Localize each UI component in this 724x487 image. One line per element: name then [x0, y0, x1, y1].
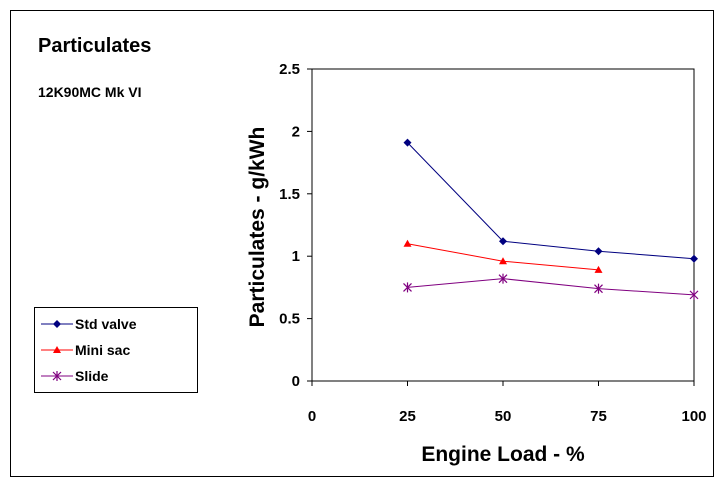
data-point-std-valve	[690, 254, 698, 263]
y-tick-label: 0	[292, 373, 300, 390]
y-tick-label: 2	[292, 123, 300, 140]
data-point-slide	[594, 283, 603, 294]
y-tick-label: 1	[292, 248, 300, 265]
chart-subtitle: 12K90MC Mk VI	[38, 84, 142, 100]
data-point-mini-sac	[403, 239, 412, 247]
data-point-slide	[498, 273, 508, 284]
x-tick-label: 100	[681, 408, 706, 425]
data-point-std-valve	[499, 237, 507, 246]
legend: Std valve Mini sac Slide	[34, 307, 198, 393]
chart-title: Particulates	[38, 35, 152, 57]
plot-border	[311, 68, 695, 382]
data-point-mini-sac	[594, 265, 603, 273]
legend-label-slide: Slide	[75, 368, 109, 384]
series-line-mini-sac	[407, 243, 599, 271]
series-line-slide	[407, 278, 695, 296]
data-point-std-valve	[403, 138, 412, 147]
legend-marker-std-valve	[41, 320, 73, 328]
legend-item-std-valve: Std valve	[35, 314, 195, 334]
data-point-mini-sac	[499, 257, 507, 265]
x-tick-label: 25	[399, 408, 416, 425]
y-tick-label: 0.5	[279, 311, 300, 328]
x-axis-label: Engine Load - %	[421, 443, 585, 466]
legend-marker-mini-sac	[41, 346, 73, 353]
legend-item-mini-sac: Mini sac	[35, 340, 195, 360]
y-axis-label: Particulates - g/kWh	[246, 127, 269, 328]
y-tick-label: 2.5	[279, 61, 300, 78]
tick-labels: 0 0.5 1 1.5 2 2.5 0 25 50 75 100	[279, 61, 706, 425]
x-tick-label: 75	[590, 408, 607, 425]
legend-item-slide: Slide	[35, 366, 195, 386]
legend-label-mini-sac: Mini sac	[75, 342, 131, 358]
x-tick-label: 0	[308, 408, 316, 425]
series-layer	[403, 138, 699, 300]
axes	[307, 68, 695, 386]
legend-label-std-valve: Std valve	[75, 316, 137, 332]
y-tick-label: 1.5	[279, 186, 300, 203]
x-tick-label: 50	[495, 408, 512, 425]
data-point-slide	[689, 289, 699, 300]
series-line-std-valve	[407, 142, 695, 260]
chart-area	[10, 10, 714, 477]
data-point-slide	[403, 282, 412, 293]
data-point-std-valve	[594, 247, 603, 256]
legend-marker-slide	[41, 371, 73, 381]
